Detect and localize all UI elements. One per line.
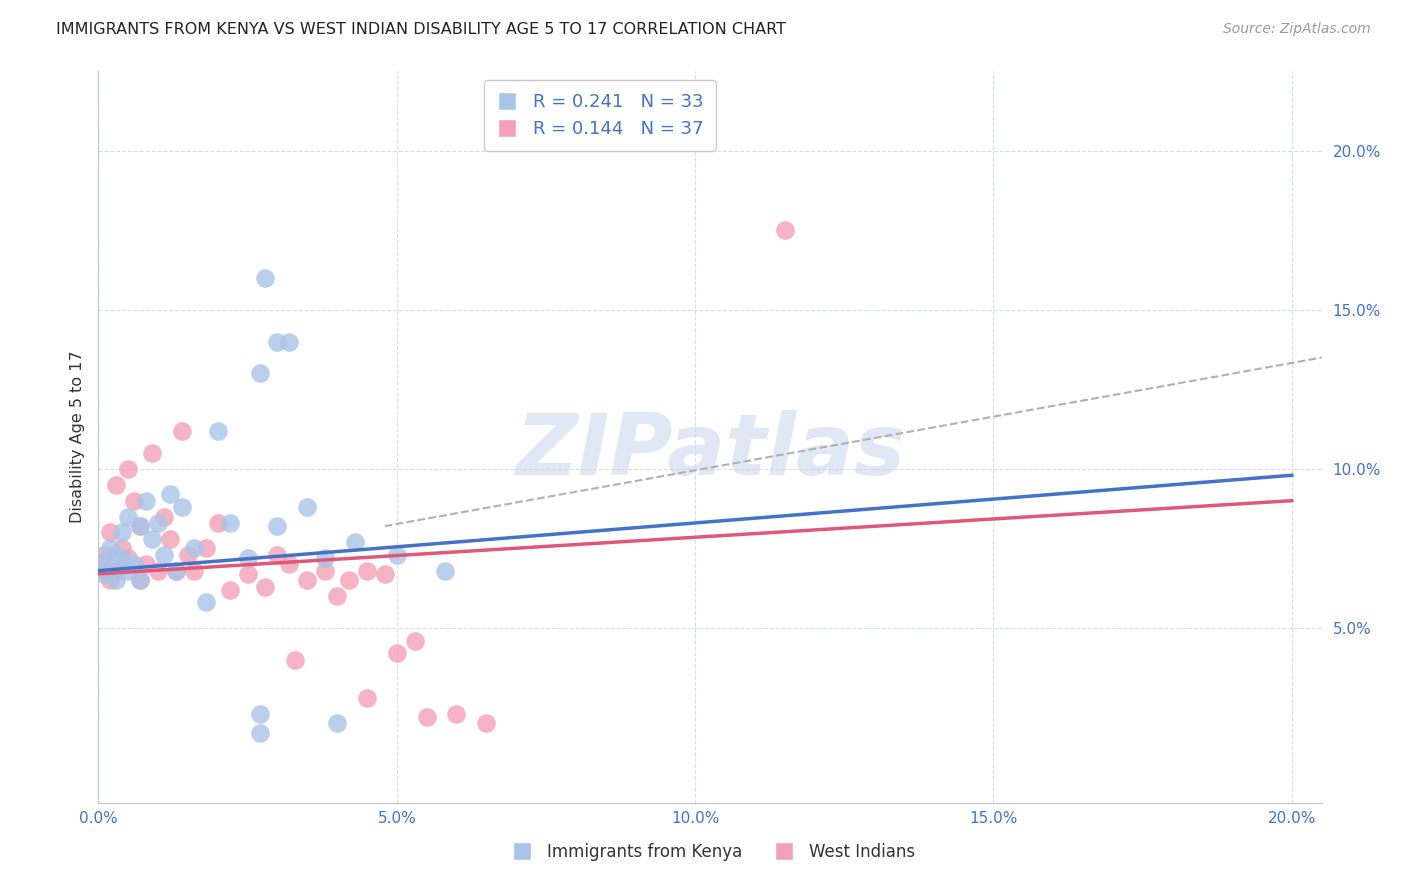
Point — [183, 541, 205, 556]
Point — [98, 525, 121, 540]
Point — [98, 573, 121, 587]
Point — [278, 558, 301, 572]
Point — [141, 446, 163, 460]
Point — [146, 564, 169, 578]
Point — [337, 573, 360, 587]
Text: IMMIGRANTS FROM KENYA VS WEST INDIAN DISABILITY AGE 5 TO 17 CORRELATION CHART: IMMIGRANTS FROM KENYA VS WEST INDIAN DIS… — [56, 22, 786, 37]
Point — [129, 573, 152, 587]
Point — [111, 525, 134, 540]
Point — [249, 706, 271, 721]
Point — [153, 548, 176, 562]
Text: Source: ZipAtlas.com: Source: ZipAtlas.com — [1223, 22, 1371, 37]
Point — [266, 519, 288, 533]
Point — [153, 509, 176, 524]
Point — [194, 595, 217, 609]
Legend: Immigrants from Kenya, West Indians: Immigrants from Kenya, West Indians — [499, 837, 921, 868]
Point — [236, 550, 259, 565]
Point — [93, 554, 115, 568]
Point — [446, 706, 468, 721]
Point — [385, 548, 408, 562]
Point — [343, 535, 366, 549]
Point — [326, 716, 349, 731]
Point — [165, 564, 187, 578]
Point — [249, 726, 271, 740]
Point — [93, 564, 115, 578]
Point — [773, 223, 796, 237]
Point — [170, 500, 193, 514]
Point — [254, 271, 277, 285]
Point — [170, 424, 193, 438]
Point — [207, 424, 229, 438]
Point — [105, 548, 128, 562]
Point — [105, 573, 128, 587]
Point — [111, 541, 134, 556]
Point — [284, 653, 307, 667]
Point — [297, 573, 319, 587]
Point — [117, 509, 139, 524]
Point — [326, 589, 349, 603]
Point — [105, 477, 128, 491]
Point — [105, 564, 128, 578]
Point — [141, 532, 163, 546]
Y-axis label: Disability Age 5 to 17: Disability Age 5 to 17 — [69, 351, 84, 524]
Point — [433, 564, 456, 578]
Point — [117, 550, 139, 565]
Point — [129, 573, 152, 587]
Point — [177, 548, 200, 562]
Point — [129, 519, 152, 533]
Point — [374, 566, 396, 581]
Point — [135, 558, 157, 572]
Point — [236, 566, 259, 581]
Point — [278, 334, 301, 349]
Point — [183, 564, 205, 578]
Point — [122, 493, 145, 508]
Point — [356, 564, 378, 578]
Point — [129, 519, 152, 533]
Point — [266, 548, 288, 562]
Point — [314, 564, 336, 578]
Point — [98, 564, 121, 578]
Point — [254, 580, 277, 594]
Point — [93, 566, 115, 581]
Point — [415, 710, 437, 724]
Point — [218, 516, 240, 530]
Point — [117, 564, 139, 578]
Point — [297, 500, 319, 514]
Point — [98, 541, 121, 556]
Point — [122, 558, 145, 572]
Point — [218, 582, 240, 597]
Point — [314, 550, 336, 565]
Point — [159, 532, 181, 546]
Point — [159, 487, 181, 501]
Point — [249, 367, 271, 381]
Point — [385, 646, 408, 660]
Point — [165, 564, 187, 578]
Point — [207, 516, 229, 530]
Point — [111, 550, 134, 565]
Point — [266, 334, 288, 349]
Point — [475, 716, 498, 731]
Point — [356, 690, 378, 705]
Point — [93, 548, 115, 562]
Point — [117, 462, 139, 476]
Point — [404, 633, 426, 648]
Text: ZIPatlas: ZIPatlas — [515, 410, 905, 493]
Point — [135, 493, 157, 508]
Point — [194, 541, 217, 556]
Point — [146, 516, 169, 530]
